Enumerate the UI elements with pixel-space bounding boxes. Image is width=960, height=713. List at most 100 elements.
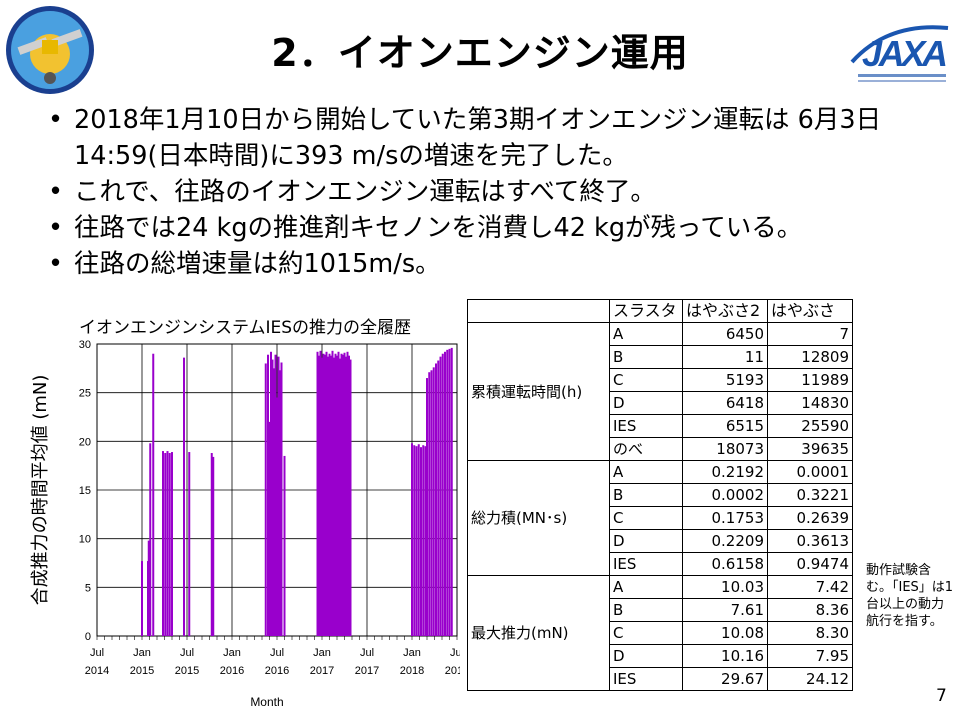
thrust-bar	[417, 444, 420, 636]
x-tick-label: Jan	[403, 647, 421, 659]
table-cell: 12809	[767, 345, 853, 369]
thrust-bar	[280, 362, 283, 636]
table-cell: 25590	[767, 414, 853, 438]
thrust-bar	[268, 421, 271, 636]
x-tick-label: 2015	[175, 665, 199, 677]
thrust-bar	[168, 453, 171, 636]
thrust-bar	[342, 354, 344, 636]
table-cell: 0.2209	[682, 529, 768, 553]
x-axis-label: Month	[250, 695, 283, 709]
thrust-bar	[273, 368, 275, 636]
thrust-bar	[324, 354, 326, 636]
thrust-bar	[325, 351, 328, 636]
thrust-bar	[446, 349, 449, 636]
table-cell: 11	[682, 345, 768, 369]
thrust-bar	[274, 354, 277, 636]
thrust-bar	[340, 353, 343, 636]
thruster-label: B	[609, 598, 683, 622]
x-tick-label: 2016	[265, 665, 289, 677]
thrust-bar	[328, 353, 331, 636]
thruster-label: A	[609, 460, 683, 484]
thrust-bar	[339, 358, 341, 636]
thruster-label: B	[609, 345, 683, 369]
thrust-bar	[331, 350, 334, 636]
thrust-bar	[152, 353, 155, 636]
thrust-bar	[321, 357, 323, 636]
thrust-bar	[349, 359, 352, 636]
thrust-bar	[448, 348, 451, 636]
y-tick-label: 30	[79, 339, 91, 351]
chart-title: イオンエンジンシステムIESの推力の全履歴	[78, 318, 412, 338]
table-corner-cell	[467, 299, 610, 323]
thrust-bar	[319, 350, 322, 636]
x-tick-label: Jan	[133, 647, 151, 659]
table-row: 総力積(MN･s) A 0.2192 0.0001	[467, 460, 853, 576]
thrust-bar	[270, 351, 272, 636]
table-cell: 7.61	[682, 598, 768, 622]
x-tick-label: 2016	[220, 665, 244, 677]
thrust-bar	[327, 356, 329, 636]
table-row: D 0.2209 0.3613	[468, 529, 853, 553]
table-cell: 10.16	[682, 644, 768, 668]
thruster-label: のべ	[609, 437, 683, 461]
thrust-bar	[166, 451, 169, 636]
table-row: C 10.08 8.30	[468, 621, 853, 645]
table-cell: 6515	[682, 414, 768, 438]
table-header-cell: スラスタ	[609, 299, 683, 323]
thrust-bar	[333, 357, 335, 636]
thrust-bar	[212, 456, 215, 636]
thruster-label: D	[609, 644, 683, 668]
jaxa-logo-text: JAXA	[862, 33, 948, 74]
thrust-bar	[264, 363, 267, 636]
x-tick-label: Jul	[270, 647, 284, 659]
table-cell: 0.2192	[682, 460, 768, 484]
thrust-bar	[188, 452, 191, 636]
thruster-label: IES	[609, 414, 683, 438]
table-header-cell: はやぶさ2	[682, 299, 768, 323]
thrust-bar	[283, 455, 286, 636]
table-group-label: 総力積(MN･s)	[467, 460, 610, 576]
table-row: C 0.1753 0.2639	[468, 506, 853, 530]
table-row: C 5193 11989	[468, 368, 853, 392]
x-tick-label: Jul	[90, 647, 104, 659]
thrust-bar	[149, 443, 152, 636]
jaxa-logo: JAXA	[850, 25, 949, 82]
table-cell: 0.1753	[682, 506, 768, 530]
thrust-bar	[437, 360, 440, 636]
table-cell: 29.67	[682, 667, 768, 691]
thrust-bar	[267, 354, 269, 636]
table-cell: 6418	[682, 391, 768, 415]
table-cell: 8.36	[767, 598, 853, 622]
thrust-bar	[411, 443, 413, 636]
table-cell: 0.0001	[767, 460, 853, 484]
thrust-bar	[346, 351, 349, 636]
hayabusa2-mission-logo	[6, 6, 94, 94]
thrust-bar	[279, 370, 281, 636]
table-note: 動作試験含む。「IES」は1台以上の動力航行を指す。	[866, 563, 954, 629]
table-group-label: 最大推力(mN)	[467, 575, 610, 691]
x-tick-label: Jan	[223, 647, 241, 659]
thruster-label: C	[609, 368, 683, 392]
thrust-bar	[271, 359, 274, 636]
y-tick-label: 20	[79, 436, 91, 448]
table-cell: 0.2639	[767, 506, 853, 530]
x-tick-label: 2018	[400, 665, 424, 677]
thruster-label: C	[609, 506, 683, 530]
y-tick-label: 5	[85, 582, 91, 594]
table-cell: 7.95	[767, 644, 853, 668]
table-cell: 5193	[682, 368, 768, 392]
thruster-label: B	[609, 483, 683, 507]
x-tick-label: 2017	[355, 665, 379, 677]
thrust-bar	[141, 561, 143, 636]
thruster-label: IES	[609, 667, 683, 691]
thrust-bar	[444, 351, 446, 636]
page-number: 7	[936, 686, 947, 706]
thruster-label: A	[609, 322, 683, 346]
x-tick-label: 2018	[445, 665, 460, 677]
thruster-label: A	[609, 575, 683, 599]
table-row: B 0.0002 0.3221	[468, 483, 853, 507]
table-row: IES 0.6158 0.9474	[468, 552, 853, 576]
thrust-bar	[345, 356, 347, 636]
thrust-bar	[441, 353, 444, 636]
table-row: IES 29.67 24.12	[468, 667, 853, 691]
